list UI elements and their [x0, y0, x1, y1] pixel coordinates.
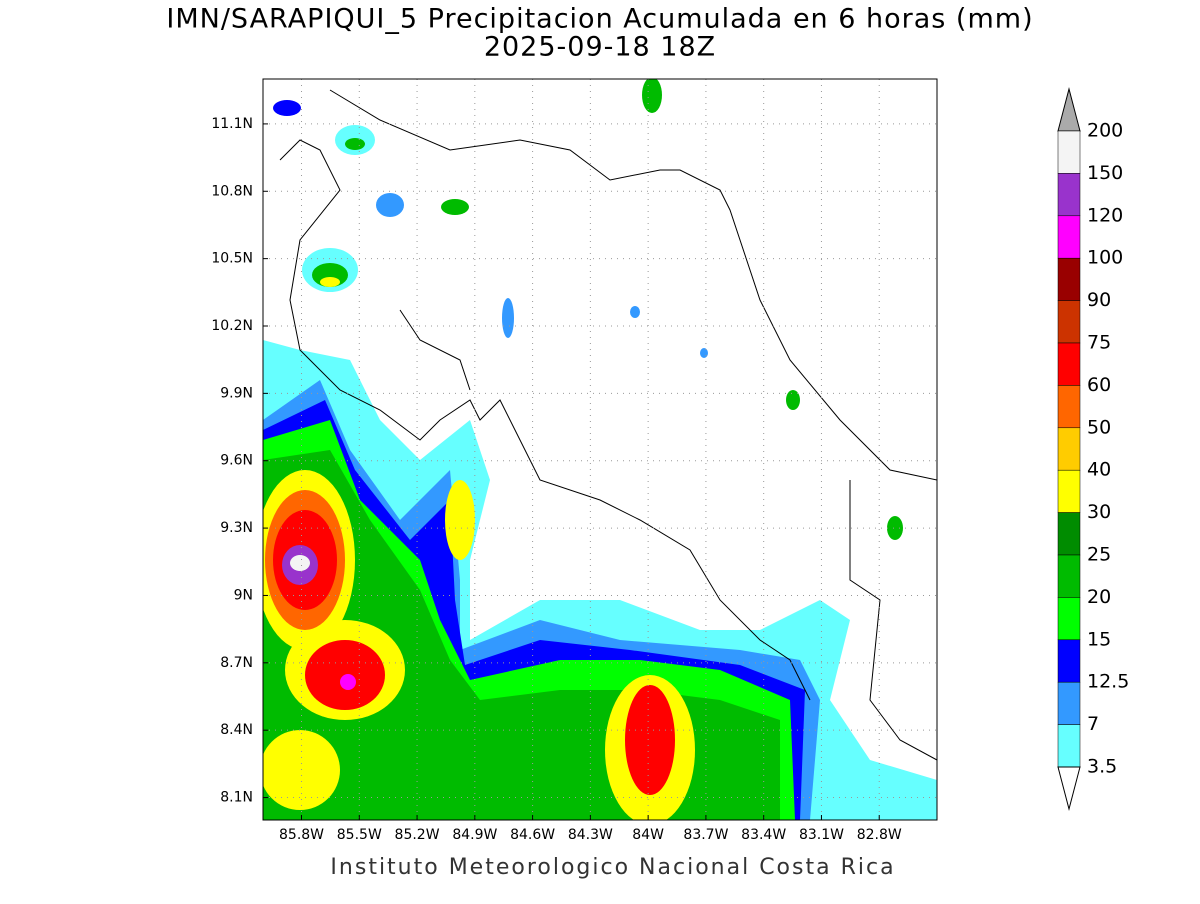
lat-tick-label: 10.2N [211, 318, 253, 334]
colorbar-label: 20 [1087, 586, 1111, 608]
colorbar-label: 12.5 [1087, 671, 1129, 693]
subtitle: 2025-09-18 18Z [484, 32, 716, 63]
lat-tick-label: 9.3N [220, 520, 253, 536]
colorbar-label: 40 [1087, 459, 1111, 481]
colorbar-segment [1057, 681, 1081, 725]
colorbar-label: 25 [1087, 544, 1111, 566]
colorbar-segment [1057, 554, 1081, 598]
lon-tick-label: 83.7W [683, 827, 728, 843]
colorbar-segment [1057, 512, 1081, 556]
colorbar-label: 50 [1087, 416, 1111, 438]
colorbar-label: 200 [1087, 120, 1123, 142]
colorbar-segment [1057, 724, 1081, 768]
map-frame [262, 78, 938, 821]
colorbar-segment [1057, 385, 1081, 429]
lon-tick-label: 85.5W [337, 827, 382, 843]
colorbar-label: 90 [1087, 289, 1111, 311]
lon-tick-label: 83.1W [799, 827, 844, 843]
lon-tick-label: 84W [632, 827, 664, 843]
colorbar-segment [1057, 639, 1081, 683]
lat-tick-label: 8.7N [220, 655, 253, 671]
colorbar-under [1057, 766, 1081, 811]
colorbar-segment [1057, 173, 1081, 217]
lon-tick-label: 85.8W [279, 827, 324, 843]
lon-tick-label: 85.2W [395, 827, 440, 843]
lat-tick-label: 10.5N [211, 251, 253, 267]
colorbar-label: 7 [1087, 713, 1099, 735]
colorbar-label: 3.5 [1087, 756, 1117, 778]
lon-tick-label: 83.4W [741, 827, 786, 843]
colorbar-label: 75 [1087, 332, 1111, 354]
lat-tick-label: 9N [234, 587, 253, 603]
colorbar-label: 15 [1087, 628, 1111, 650]
lat-tick-label: 9.6N [220, 453, 253, 469]
grid [263, 79, 937, 820]
title: IMN/SARAPIQUI_5 Precipitacion Acumulada … [166, 4, 1033, 35]
lon-tick-label: 82.8W [857, 827, 902, 843]
colorbar-label: 150 [1087, 162, 1123, 184]
lat-tick-label: 10.8N [211, 183, 253, 199]
colorbar-label: 100 [1087, 247, 1123, 269]
colorbar-over [1057, 87, 1081, 132]
colorbar-segment [1057, 469, 1081, 513]
lat-tick-label: 11.1N [211, 116, 253, 132]
lon-tick-label: 84.9W [452, 827, 497, 843]
precip-field [263, 79, 937, 820]
colorbar-label: 60 [1087, 374, 1111, 396]
footer: Instituto Meteorologico Nacional Costa R… [330, 855, 895, 880]
lon-tick-label: 84.6W [510, 827, 555, 843]
colorbar-label: 120 [1087, 204, 1123, 226]
lat-tick-label: 9.9N [220, 385, 253, 401]
colorbar-segment [1057, 597, 1081, 641]
colorbar-segment [1057, 300, 1081, 344]
colorbar-segment [1057, 257, 1081, 301]
lat-tick-label: 8.4N [220, 722, 253, 738]
lon-tick-label: 84.3W [568, 827, 613, 843]
colorbar-segment [1057, 427, 1081, 471]
colorbar-label: 30 [1087, 501, 1111, 523]
colorbar-segment [1057, 342, 1081, 386]
lat-tick-label: 8.1N [220, 790, 253, 806]
colorbar-segment [1057, 215, 1081, 259]
colorbar-segment [1057, 130, 1081, 174]
